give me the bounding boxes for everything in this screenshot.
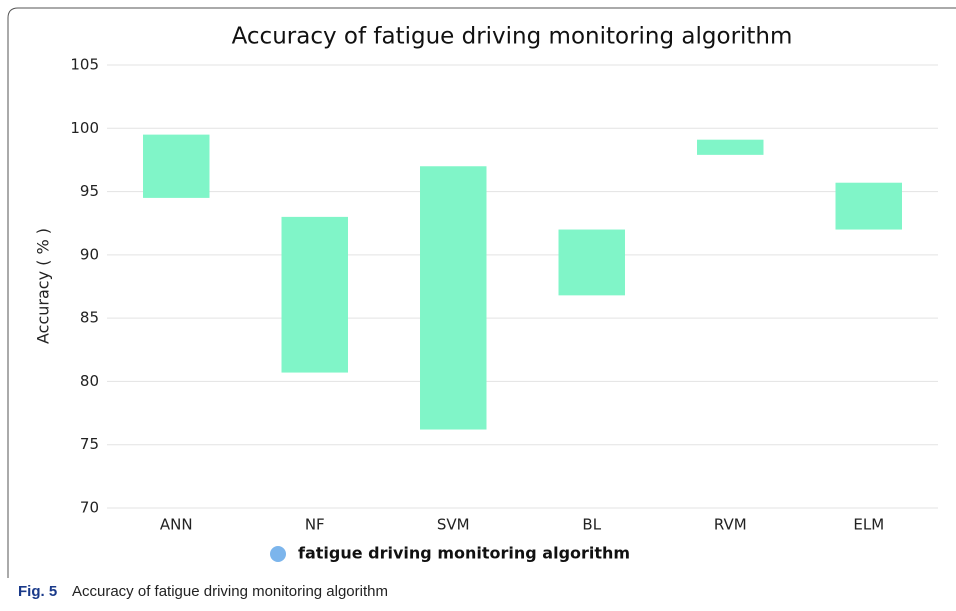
bar <box>420 166 487 430</box>
caption-text: Accuracy of fatigue driving monitoring a… <box>72 583 388 600</box>
y-tick-label: 90 <box>80 245 99 263</box>
y-tick-label: 100 <box>70 119 99 137</box>
bar <box>143 134 210 198</box>
y-tick-label: 70 <box>80 499 99 517</box>
frame <box>7 7 956 578</box>
legend-marker <box>270 546 286 562</box>
x-tick-label: NF <box>305 516 325 534</box>
bar <box>697 139 764 155</box>
x-tick-label: RVM <box>714 516 747 534</box>
y-tick-label: 95 <box>80 182 99 200</box>
x-tick-label: BL <box>582 516 601 534</box>
x-tick-label: SVM <box>437 516 470 534</box>
x-tick-label: ANN <box>160 516 193 534</box>
y-axis-label: Accuracy ( % ) <box>34 228 53 344</box>
legend-label: fatigue driving monitoring algorithm <box>298 544 630 563</box>
chart-title: Accuracy of fatigue driving monitoring a… <box>232 24 793 50</box>
y-tick-label: 105 <box>70 56 99 74</box>
bar <box>558 229 625 296</box>
bar <box>835 182 902 230</box>
x-tick-label: ELM <box>853 516 884 534</box>
y-tick-label: 85 <box>80 309 99 327</box>
caption-label: Fig. 5 <box>18 583 57 600</box>
y-tick-label: 75 <box>80 435 99 453</box>
bar <box>281 216 348 373</box>
y-tick-label: 80 <box>80 372 99 390</box>
